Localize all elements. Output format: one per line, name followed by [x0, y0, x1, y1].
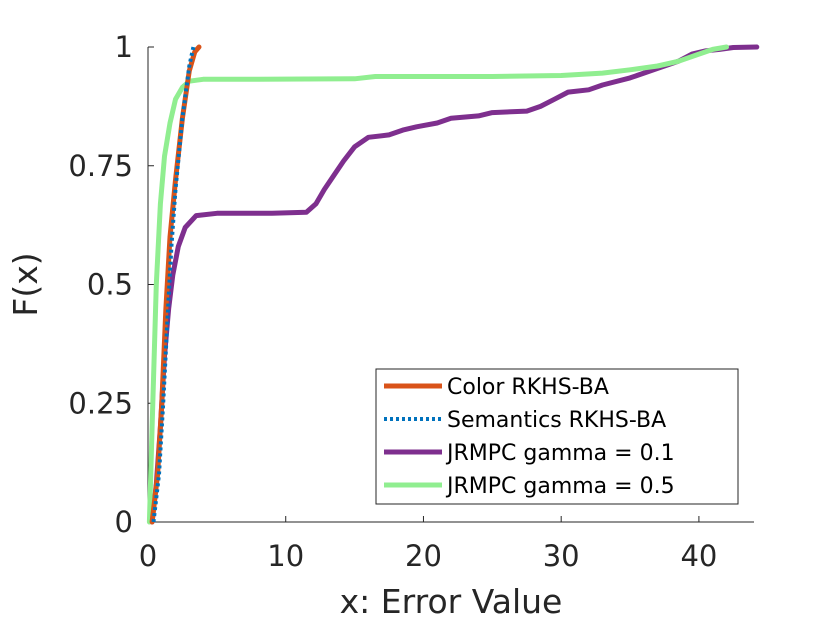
series-line-3: [146, 44, 729, 525]
series-layer: [146, 44, 760, 525]
x-ticks: 0 10 20 30 40: [139, 516, 717, 573]
legend-label: JRMPC gamma = 0.5: [445, 474, 675, 499]
x-tick-label: 10: [267, 539, 304, 573]
series-line-1: [151, 46, 196, 523]
legend-label: JRMPC gamma = 0.1: [445, 441, 675, 466]
series-line-2: [149, 44, 760, 525]
y-axis-title: F(x): [6, 252, 45, 316]
y-tick-label: 0.75: [68, 149, 133, 183]
x-tick-label: 30: [543, 539, 580, 573]
x-tick-label: 0: [139, 539, 157, 573]
x-tick-label: 20: [405, 539, 442, 573]
x-axis-title: x: Error Value: [340, 582, 563, 621]
legend-box: [375, 368, 739, 505]
series-line-0: [149, 44, 202, 525]
legend: Color RKHS-BA Semantics RKHS-BA JRMPC gamm…: [375, 368, 739, 505]
y-ticks: 0 0.25 0.5 0.75 1: [68, 30, 154, 539]
y-tick-label: 0.5: [87, 268, 133, 302]
x-tick-label: 40: [680, 539, 717, 573]
y-tick-label: 0: [115, 505, 133, 539]
legend-label: Color RKHS-BA: [447, 375, 609, 400]
legend-label: Semantics RKHS-BA: [447, 408, 666, 433]
y-tick-label: 1: [115, 30, 133, 64]
y-tick-label: 0.25: [68, 386, 133, 420]
